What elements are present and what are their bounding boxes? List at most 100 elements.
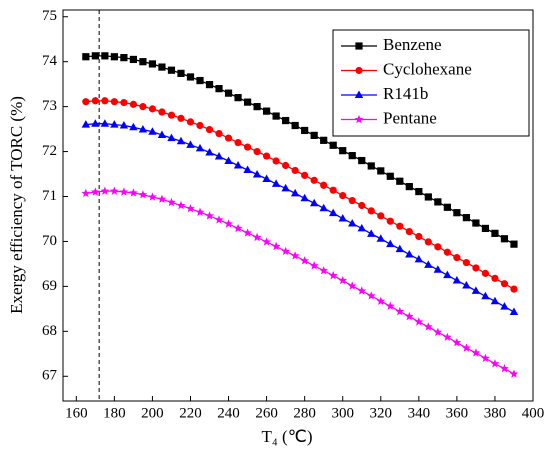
marker <box>424 193 432 201</box>
marker <box>453 254 461 262</box>
marker <box>157 194 167 203</box>
marker <box>138 125 148 133</box>
marker <box>358 201 366 210</box>
marker <box>148 127 157 135</box>
marker <box>415 187 423 196</box>
marker <box>348 218 357 227</box>
marker <box>224 134 233 142</box>
legend-label: Pentane <box>383 108 437 127</box>
marker <box>214 215 224 224</box>
marker <box>177 69 185 77</box>
y-tick-label: 75 <box>42 8 57 24</box>
y-tick-label: 70 <box>42 233 57 249</box>
marker <box>90 187 100 196</box>
marker <box>271 241 281 251</box>
y-tick-label: 72 <box>42 143 57 159</box>
marker <box>377 212 385 220</box>
legend-label: Cyclohexane <box>383 59 472 78</box>
marker <box>500 280 509 288</box>
marker <box>358 156 366 165</box>
marker <box>81 120 91 128</box>
marker <box>82 98 90 106</box>
marker <box>386 217 394 225</box>
marker <box>300 256 310 265</box>
marker <box>442 332 452 341</box>
marker <box>376 234 385 242</box>
marker <box>510 285 518 293</box>
x-tick-label: 160 <box>65 405 88 421</box>
marker <box>176 136 186 145</box>
marker <box>405 183 413 191</box>
marker <box>272 157 280 165</box>
marker <box>443 248 451 256</box>
marker <box>129 122 138 131</box>
series-line <box>85 100 515 290</box>
x-tick-label: 280 <box>293 405 316 421</box>
marker <box>290 251 300 260</box>
marker <box>205 211 214 220</box>
plot-frame <box>62 9 534 402</box>
marker <box>396 177 404 185</box>
marker <box>91 52 99 60</box>
marker <box>205 147 214 156</box>
marker <box>452 276 462 284</box>
marker <box>196 121 204 130</box>
marker <box>176 200 186 210</box>
marker <box>424 238 432 246</box>
series-line <box>85 55 515 245</box>
marker <box>357 286 367 295</box>
marker <box>376 296 386 305</box>
marker <box>233 223 243 233</box>
marker <box>301 171 309 179</box>
marker <box>291 166 299 175</box>
marker <box>186 140 195 148</box>
marker <box>339 192 347 200</box>
marker <box>167 133 176 142</box>
marker <box>186 204 195 213</box>
marker <box>177 114 185 122</box>
marker <box>234 138 242 147</box>
marker <box>453 209 461 217</box>
marker <box>148 192 157 201</box>
marker <box>472 219 480 227</box>
marker <box>243 165 252 173</box>
marker <box>405 249 414 258</box>
series-line <box>85 123 515 313</box>
marker <box>329 208 338 217</box>
marker <box>309 198 319 207</box>
marker <box>355 66 363 75</box>
x-tick-label: 360 <box>446 405 469 421</box>
x-tick-label: 240 <box>217 405 240 421</box>
marker <box>309 261 319 270</box>
marker <box>443 203 451 211</box>
marker <box>272 112 280 120</box>
marker <box>263 107 271 115</box>
marker <box>433 265 443 273</box>
marker <box>243 143 252 151</box>
marker <box>139 103 147 111</box>
marker <box>354 114 364 124</box>
marker <box>195 207 205 216</box>
marker <box>214 152 224 160</box>
marker <box>328 271 338 280</box>
marker <box>366 291 376 300</box>
marker <box>396 222 404 230</box>
legend-label: R141b <box>383 84 428 103</box>
marker <box>110 186 119 195</box>
marker <box>357 223 366 232</box>
marker <box>452 337 462 347</box>
marker <box>119 121 129 129</box>
marker <box>101 97 109 105</box>
marker <box>82 53 90 61</box>
marker <box>424 260 433 268</box>
x-tick-label: 200 <box>141 405 164 421</box>
marker <box>414 317 424 326</box>
marker <box>110 53 118 61</box>
legend-box <box>332 29 530 137</box>
marker <box>415 232 423 241</box>
marker <box>148 105 157 113</box>
marker <box>367 229 376 237</box>
marker <box>139 58 147 66</box>
marker <box>509 369 519 378</box>
